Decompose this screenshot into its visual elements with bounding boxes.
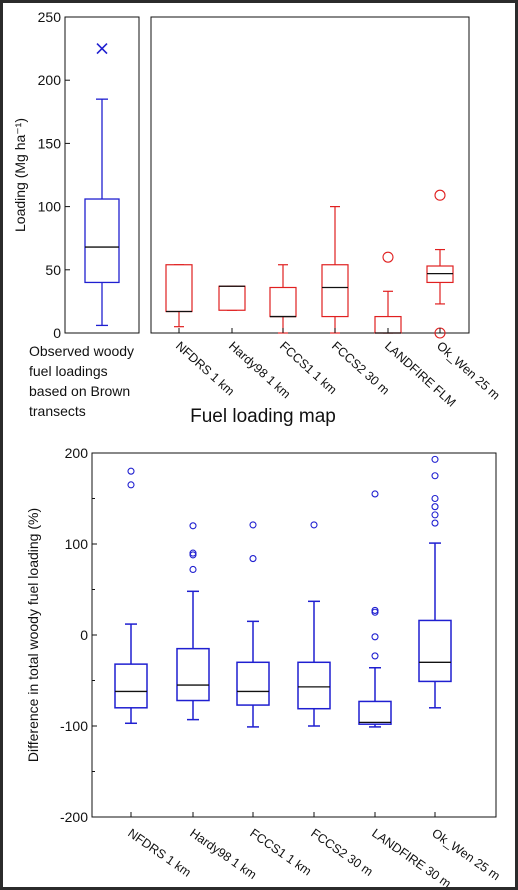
difference-y-tick-label: 0	[80, 627, 88, 643]
outlier-marker	[127, 481, 135, 489]
outlier-marker	[189, 549, 197, 557]
observed-y-tick-label: 0	[53, 325, 61, 341]
observed-caption-line-3: based on Brown	[29, 383, 130, 399]
difference-box-1	[114, 467, 148, 725]
outlier-marker	[371, 490, 379, 498]
observed-y-tick-label: 50	[45, 262, 61, 278]
observed-y-tick-label: 150	[38, 135, 62, 151]
outlier-marker	[431, 511, 439, 519]
map-plot-frame	[150, 16, 470, 334]
outlier-marker	[431, 503, 439, 511]
difference-box-3	[236, 521, 270, 728]
difference-box-5	[358, 490, 392, 728]
iqr-box	[418, 619, 452, 683]
outlier-marker	[96, 43, 108, 55]
observed-y-tick-label: 250	[38, 9, 62, 25]
outlier-marker	[310, 521, 318, 529]
outlier-marker	[431, 494, 439, 503]
outlier-cross-stroke	[96, 43, 108, 55]
outlier-marker	[189, 522, 197, 530]
outlier-marker	[382, 251, 394, 263]
outlier-marker	[249, 521, 257, 529]
map-box-1	[165, 264, 193, 328]
difference-y-tick-label: 200	[65, 445, 89, 461]
map-box-5	[374, 251, 402, 334]
map-box-3	[269, 264, 297, 334]
observed-y-tick-label: 200	[38, 72, 62, 88]
difference-box-2	[176, 522, 210, 721]
observed-caption-line-2: fuel loadings	[29, 363, 108, 379]
outlier-marker	[431, 455, 439, 463]
outlier-marker	[189, 565, 197, 574]
observed-box-1	[84, 43, 120, 327]
map-box-4	[321, 206, 349, 334]
outlier-marker	[371, 633, 379, 641]
iqr-box	[321, 264, 349, 318]
iqr-box	[218, 285, 246, 311]
observed-y-axis-label: Loading (Mg ha⁻¹)	[12, 118, 28, 232]
map-box-2	[218, 285, 246, 311]
map-box-6	[426, 189, 454, 339]
figure-frame: Loading (Mg ha⁻¹) Observed woody fuel lo…	[3, 3, 515, 887]
fuel-loading-map-title: Fuel loading map	[190, 406, 336, 427]
outlier-marker	[431, 472, 439, 480]
iqr-box	[114, 663, 148, 709]
observed-plot-frame	[64, 16, 140, 334]
outlier-marker	[434, 189, 446, 201]
outlier-marker	[127, 467, 135, 475]
difference-x-tick-label: FCCS2 30 m	[308, 826, 375, 879]
difference-box-6	[418, 455, 452, 709]
figure-canvas: Loading (Mg ha⁻¹) Observed woody fuel lo…	[12, 9, 503, 887]
difference-x-tick-label: NFDRS 1 km	[125, 826, 193, 880]
iqr-box	[236, 661, 270, 706]
observed-caption-line-4: transects	[29, 403, 86, 419]
iqr-box	[269, 286, 297, 318]
difference-y-axis-label: Difference in total woody fuel loading (…	[25, 508, 41, 762]
outlier-marker	[431, 519, 439, 527]
difference-y-tick-label: 100	[65, 536, 89, 552]
iqr-box	[297, 661, 331, 710]
difference-y-tick-label: -100	[60, 718, 88, 734]
iqr-box	[84, 198, 120, 284]
difference-y-tick-label: -200	[60, 809, 88, 825]
outlier-marker	[249, 555, 257, 563]
iqr-box	[165, 264, 193, 313]
difference-box-4	[297, 521, 331, 727]
outlier-marker	[371, 606, 379, 614]
observed-y-tick-label: 100	[38, 199, 62, 215]
observed-caption-line-1: Observed woody	[29, 343, 134, 359]
iqr-box	[176, 647, 210, 702]
iqr-box	[358, 700, 392, 725]
outlier-marker	[371, 652, 379, 660]
